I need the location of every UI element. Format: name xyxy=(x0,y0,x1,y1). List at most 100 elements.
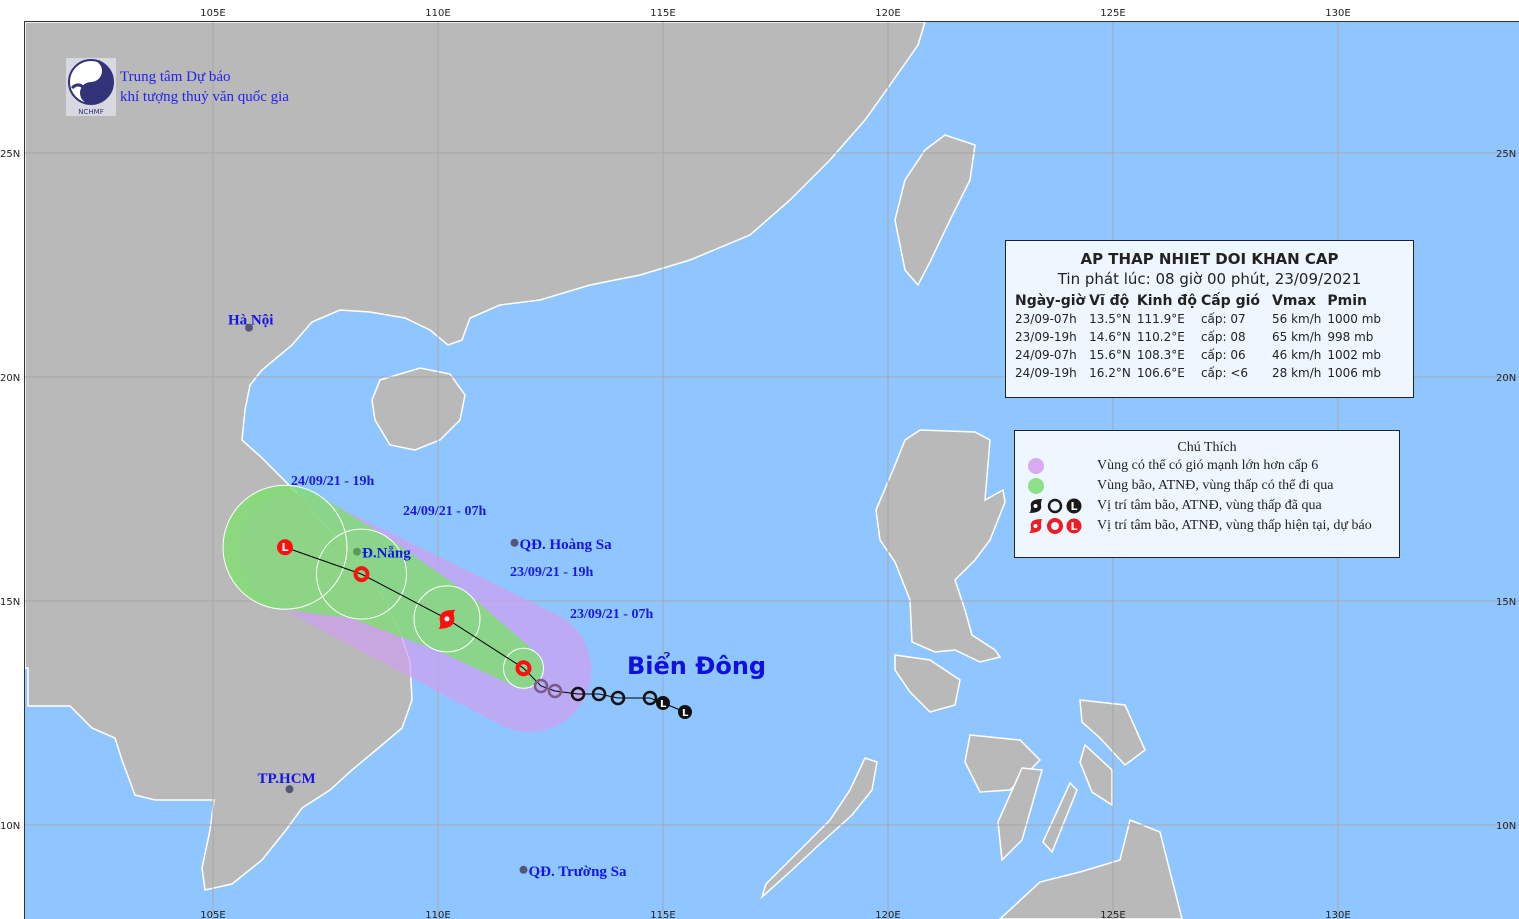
forecast-depression-icon xyxy=(353,566,370,583)
red-storm-symbols-icon: L xyxy=(1029,518,1082,534)
lat-label: 20N xyxy=(0,373,20,384)
forecast-table: Ngày-giờ Vĩ độ Kinh độ Cấp gió Vmax Pmin… xyxy=(1015,291,1387,382)
city-dot xyxy=(285,785,294,794)
lon-label: 110E xyxy=(425,8,450,19)
legend-item: Vùng có thể có gió mạnh lớn hơn cấp 6 xyxy=(1015,456,1399,476)
city-label: QĐ. Trường Sa xyxy=(529,864,628,880)
header-datetime: Ngày-giờ xyxy=(1015,293,1086,309)
header-latitude: Vĩ độ xyxy=(1089,293,1130,309)
table-cell: 24/09-07h xyxy=(1015,348,1077,362)
legend-item: Vùng bão, ATNĐ, vùng thấp có thể đi qua xyxy=(1015,476,1399,496)
legend-item: L Vị trí tâm bão, ATNĐ, vùng thấp đã qua xyxy=(1015,496,1399,516)
svg-text:L: L xyxy=(1071,520,1078,533)
header-vmax: Vmax xyxy=(1272,293,1316,309)
forecast-radius-circle xyxy=(413,585,481,653)
city-dot xyxy=(519,865,528,874)
table-cell: 23/09-19h xyxy=(1015,330,1077,344)
forecast-time-label: 23/09/21 - 19h xyxy=(510,565,593,580)
storm-info-box: AP THAP NHIET DOI KHAN CAP Tin phát lúc:… xyxy=(1005,240,1414,398)
svg-text:L: L xyxy=(282,541,289,554)
forecast-radius-circle xyxy=(316,528,407,620)
table-cell: 65 km/h xyxy=(1272,330,1322,344)
luzon-island xyxy=(875,429,1006,663)
city-label: QĐ. Hoàng Sa xyxy=(520,537,613,553)
forecast-radius-circle xyxy=(222,484,348,610)
table-cell: 13.5°N xyxy=(1089,312,1131,326)
green-circle-icon xyxy=(1028,478,1044,494)
legend-label: Vùng có thể có gió mạnh lớn hơn cấp 6 xyxy=(1097,458,1319,473)
lon-label: 110E xyxy=(425,910,450,919)
city-label: Hà Nội xyxy=(228,313,273,329)
forecast-storm-icon xyxy=(438,609,456,629)
table-cell: 1002 mb xyxy=(1327,348,1382,362)
issued-time: Tin phát lúc: 08 giờ 00 phút, 23/09/2021 xyxy=(1057,270,1362,288)
table-row: 24/09-19h 16.2°N 106.6°E cấp: <6 28 km/h 1006… xyxy=(1015,364,1387,382)
storm-track: L L L xyxy=(277,539,692,719)
header-wind-level: Cấp gió xyxy=(1200,293,1261,309)
lon-label: 120E xyxy=(875,910,900,919)
lon-label: 115E xyxy=(650,8,675,19)
city-dot xyxy=(510,538,519,547)
lon-label: 125E xyxy=(1100,910,1125,919)
forecast-depression-icon xyxy=(515,660,532,677)
table-row: 23/09-07h 13.5°N 111.9°E cấp: 07 56 km/h 1000… xyxy=(1015,310,1387,328)
table-cell: 1006 mb xyxy=(1327,366,1382,380)
info-title: AP THAP NHIET DOI KHAN CAP xyxy=(1080,250,1339,268)
header-pmin: Pmin xyxy=(1327,293,1368,309)
lat-label: 20N xyxy=(1496,373,1516,384)
past-depression-icon xyxy=(533,678,549,694)
past-depression-icon xyxy=(610,690,626,706)
hainan-island xyxy=(371,367,466,451)
table-cell: 998 mb xyxy=(1327,330,1374,344)
negros-island xyxy=(997,767,1043,862)
logo-line2: khí tượng thuỷ văn quốc gia xyxy=(120,89,289,105)
sea-label: Biển Đông xyxy=(627,650,766,680)
lat-label: 15N xyxy=(0,597,20,608)
nchmf-logo: NCHMF Trung tâm Dự báo khí tượng thuỷ vă… xyxy=(66,58,289,116)
lon-label: 115E xyxy=(650,910,675,919)
city-label: TP.HCM xyxy=(258,771,316,787)
taiwan-island xyxy=(894,134,976,287)
lat-label: 15N xyxy=(1496,597,1516,608)
legend-label: Vùng bão, ATNĐ, vùng thấp có thể đi qua xyxy=(1097,478,1334,493)
palawan-island xyxy=(760,757,878,900)
svg-text:L: L xyxy=(1071,500,1078,513)
black-storm-symbols-icon: L xyxy=(1029,498,1082,514)
logo-line1: Trung tâm Dự báo xyxy=(120,69,231,85)
forecast-low-icon xyxy=(277,539,293,556)
cebu-island xyxy=(1042,781,1078,854)
table-cell: 56 km/h xyxy=(1272,312,1322,326)
logo-mark-text: NCHMF xyxy=(78,108,103,116)
past-low-icon xyxy=(678,705,692,719)
table-cell: 15.6°N xyxy=(1089,348,1131,362)
table-cell: 108.3°E xyxy=(1136,348,1185,362)
table-cell: 28 km/h xyxy=(1272,366,1322,380)
city-label: Đ.Nẵng xyxy=(362,546,411,562)
lat-label: 25N xyxy=(0,149,20,160)
legend-title: Chú Thích xyxy=(1177,440,1237,455)
city-markers: Hà Nội Đ.Nẵng QĐ. Hoàng Sa TP.HCM QĐ. Trường… xyxy=(228,313,627,880)
svg-text:L: L xyxy=(682,708,689,719)
table-cell: 16.2°N xyxy=(1089,366,1131,380)
past-depression-icon xyxy=(570,686,586,702)
leyte-island xyxy=(1079,743,1113,807)
header-longitude: Kinh độ xyxy=(1136,293,1197,309)
lon-label: 125E xyxy=(1100,8,1125,19)
table-cell: cấp: 08 xyxy=(1200,330,1246,344)
forecast-radius-circle xyxy=(503,647,544,689)
lon-label: 130E xyxy=(1325,8,1350,19)
purple-circle-icon xyxy=(1028,458,1044,474)
legend-item: L Vị trí tâm bão, ATNĐ, vùng thấp hiện t… xyxy=(1015,516,1399,536)
axis-labels: 105E 105E 110E 110E 115E 115E 120E 120E 125E 125E… xyxy=(0,8,1516,919)
nchmf-emblem-icon: NCHMF xyxy=(66,58,116,116)
landmasses xyxy=(24,21,1183,919)
forecast-time-label: 24/09/21 - 19h xyxy=(291,474,374,489)
lat-label: 10N xyxy=(0,821,20,832)
lat-label: 10N xyxy=(1496,821,1516,832)
lon-label: 105E xyxy=(200,910,225,919)
table-row: 23/09-19h 14.6°N 110.2°E cấp: 08 65 km/h 998 … xyxy=(1015,328,1387,346)
past-depression-icon xyxy=(642,690,658,706)
forecast-time-label: 23/09/21 - 07h xyxy=(570,607,653,622)
table-cell: cấp: 06 xyxy=(1200,348,1246,362)
table-cell: 23/09-07h xyxy=(1015,312,1077,326)
